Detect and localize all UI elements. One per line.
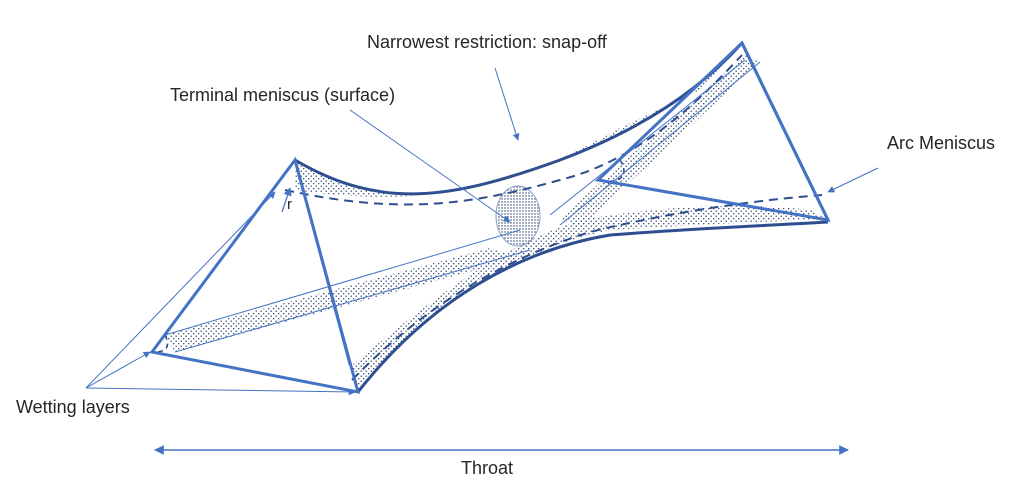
terminal-meniscus-leader — [349, 109, 511, 223]
throat-label: Throat — [461, 458, 514, 478]
arc-meniscus-leader — [827, 167, 879, 193]
right-cross-outer-line — [740, 42, 830, 221]
diagonal-wetting-band — [165, 248, 520, 352]
wetting-leader-3 — [85, 387, 356, 396]
radius-arrow — [281, 187, 292, 213]
wetting-leader-2 — [85, 351, 151, 389]
dashed-upper-arc — [284, 54, 743, 206]
right-cross-section — [594, 40, 831, 222]
wetting-layers-label: Wetting layers — [16, 397, 130, 417]
radius-label: r — [287, 196, 292, 213]
terminal-meniscus-label: Terminal meniscus (surface) — [170, 85, 396, 105]
dashed-lower-arc — [351, 194, 823, 381]
dashed-left-corner — [154, 334, 169, 353]
snap-off-label: Narrowest restriction: snap-off — [367, 32, 607, 52]
wetting-leader-1 — [85, 191, 276, 389]
terminal-meniscus-surface — [495, 185, 541, 247]
bottom-boundary — [356, 220, 829, 393]
lower-wetting-band — [352, 205, 828, 392]
thin-edge-lower — [174, 249, 531, 353]
thin-edge-right-a — [549, 59, 746, 216]
snap-off-leader — [494, 67, 520, 141]
thin-edge-right-b — [559, 61, 761, 226]
thin-edge-upper — [164, 229, 521, 336]
arc-meniscus-label: Arc Meniscus — [887, 133, 996, 153]
left-cross-inner-line — [293, 159, 352, 366]
